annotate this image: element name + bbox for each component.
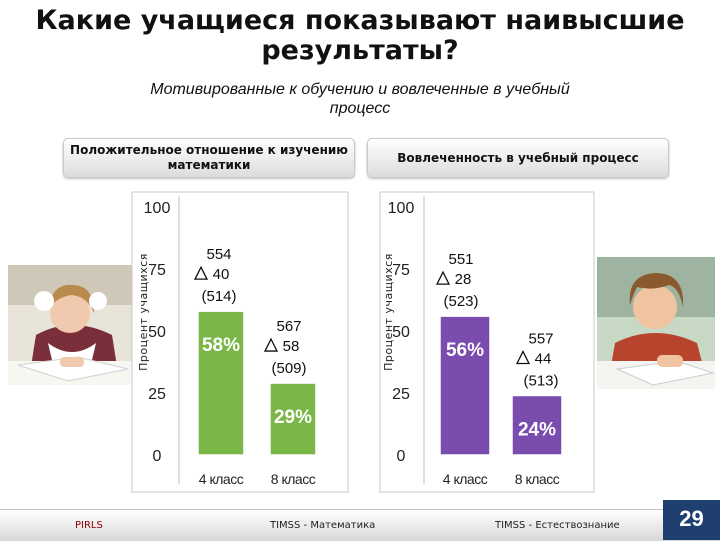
- x-category-label: 4 класс: [199, 471, 244, 487]
- delta-triangle: [435, 270, 451, 285]
- y-tick-label: 50: [148, 324, 166, 341]
- annotation-score: 554: [206, 246, 231, 263]
- y-tick-label: 75: [148, 262, 166, 279]
- page-subtitle: Мотивированные к обучению и вовлеченные …: [150, 81, 570, 117]
- y-tick-label: 0: [397, 448, 406, 465]
- bar-value-label: 56%: [446, 340, 484, 361]
- annotation-change: 28: [455, 271, 472, 288]
- schoolgirl-photo: [8, 265, 136, 385]
- x-category-label: 4 класс: [443, 471, 488, 487]
- annotation-score: 557: [528, 330, 553, 347]
- y-axis-label: Процент учащихся: [137, 253, 150, 371]
- bar: [197, 310, 245, 456]
- bar: [511, 394, 563, 456]
- annotation-base: (514): [201, 288, 236, 305]
- y-tick-label: 25: [392, 386, 410, 403]
- x-category-label: 8 класс: [515, 471, 560, 487]
- x-category-label: 8 класс: [271, 471, 316, 487]
- delta-triangle: [515, 350, 531, 365]
- footer-pirls: PIRLS: [75, 520, 103, 531]
- bar-value-label: 29%: [274, 407, 312, 428]
- annotation-base: (509): [271, 360, 306, 377]
- header-engagement: Вовлеченность в учебный процесс: [367, 138, 669, 178]
- annotation-change: 58: [283, 338, 300, 355]
- y-axis-label: Процент учащихся: [382, 253, 395, 371]
- bar-value-label: 24%: [518, 419, 556, 440]
- annotation-base: (523): [443, 293, 478, 310]
- footer-timss-science: TIMSS - Естествознание: [495, 520, 620, 531]
- annotation-score: 551: [448, 251, 473, 268]
- footer-timss-math: TIMSS - Математика: [270, 520, 376, 531]
- y-tick-label: 100: [388, 200, 415, 217]
- page-number-box: [663, 500, 720, 540]
- footer-bar: [0, 509, 720, 541]
- annotation-score: 567: [276, 318, 301, 335]
- y-tick-label: 100: [144, 200, 171, 217]
- header-positive-attitude: Положительное отношение к изучению матем…: [63, 138, 355, 178]
- bar-value-label: 58%: [202, 335, 240, 356]
- y-tick-label: 50: [392, 324, 410, 341]
- annotation-base: (513): [523, 372, 558, 389]
- page-number: 29: [679, 506, 704, 531]
- annotation-change: 44: [535, 350, 552, 367]
- y-tick-label: 25: [148, 386, 166, 403]
- schoolboy-photo: [597, 257, 715, 389]
- bar: [269, 382, 317, 456]
- delta-triangle: [263, 337, 279, 352]
- y-tick-label: 75: [392, 262, 410, 279]
- bar: [439, 315, 491, 456]
- delta-triangle: [193, 265, 209, 280]
- y-tick-label: 0: [153, 448, 162, 465]
- annotation-change: 40: [213, 266, 230, 283]
- page-title: Какие учащиеся показывают наивысшие резу…: [35, 5, 685, 66]
